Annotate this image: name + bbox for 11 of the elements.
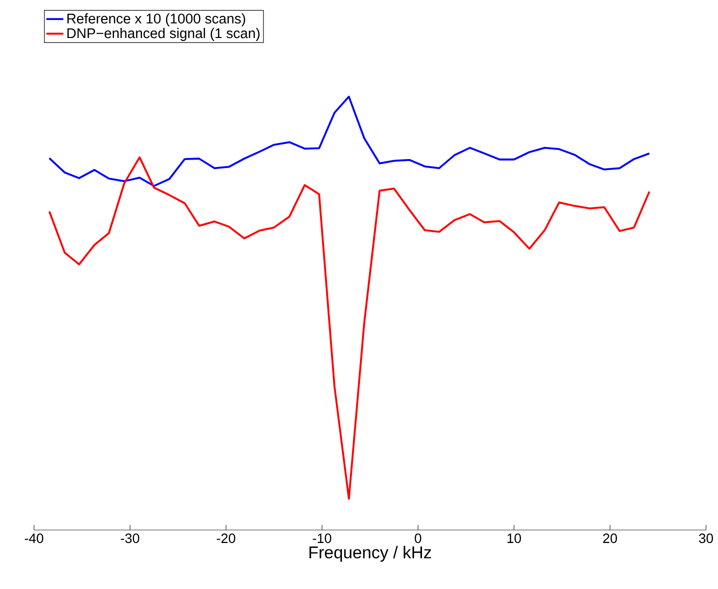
x-tick-label: 10	[508, 534, 521, 544]
x-tick-label: -20	[216, 534, 236, 544]
x-axis-title: Frequency / kHz	[310, 546, 432, 562]
x-tick-label: -40	[24, 534, 44, 544]
x-tick-label: -30	[120, 534, 140, 544]
legend-label: DNP−enhanced signal (1 scan)	[67, 28, 260, 41]
x-tick-label: -10	[312, 534, 332, 544]
legend-label: Reference x 10 (1000 scans)	[67, 13, 246, 26]
x-tick-label: 30	[699, 534, 713, 544]
x-tick-label: 0	[414, 534, 422, 544]
x-tick-label: 20	[603, 534, 617, 544]
